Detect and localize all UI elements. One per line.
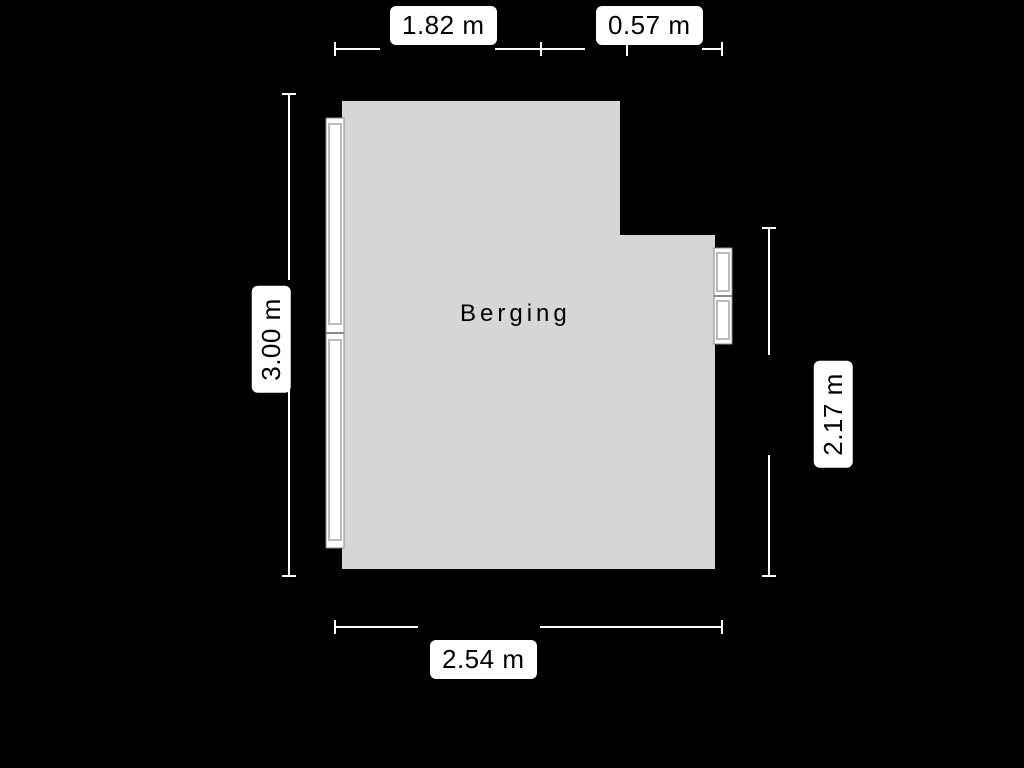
left-door	[326, 118, 344, 548]
dimension-top-right: 0.57 m	[596, 6, 703, 45]
dimension-right: 2.17 m	[814, 361, 853, 468]
room-label: Berging	[460, 300, 571, 328]
right-door	[714, 248, 732, 344]
dimension-bottom: 2.54 m	[430, 640, 537, 679]
dimension-top-left: 1.82 m	[390, 6, 497, 45]
dimension-left: 3.00 m	[252, 286, 291, 393]
floor-plan-canvas: Berging 1.82 m 0.57 m 3.00 m 2.17 m 2.54…	[0, 0, 1024, 768]
room-shape	[335, 94, 722, 576]
